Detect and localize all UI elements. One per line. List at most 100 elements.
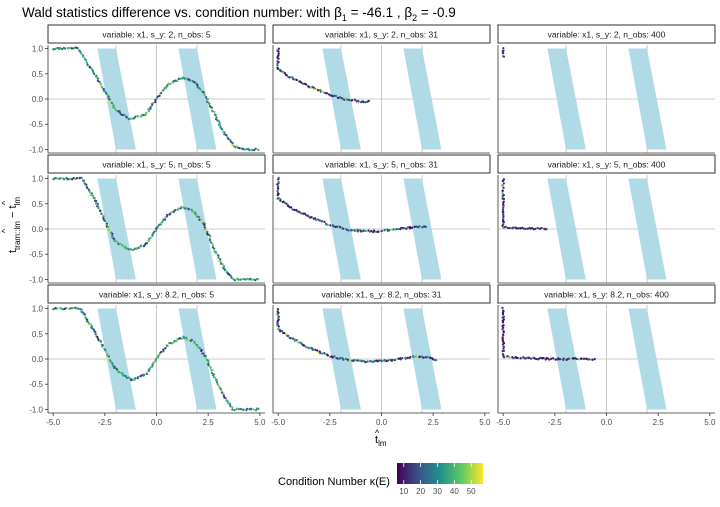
data-point (125, 376, 129, 380)
data-point (208, 102, 211, 106)
data-point (244, 278, 247, 281)
data-point (148, 367, 152, 371)
data-point (193, 81, 196, 84)
data-point (434, 359, 438, 362)
data-point (501, 224, 504, 227)
data-point (321, 220, 324, 223)
data-point (98, 80, 101, 84)
data-point (140, 374, 143, 377)
data-point (68, 307, 72, 310)
data-point (223, 133, 226, 136)
data-point (534, 227, 537, 231)
data-point (130, 248, 133, 251)
data-point (276, 64, 279, 67)
data-point (90, 68, 94, 71)
y-tick-label: 0.5 (32, 70, 44, 79)
data-point (80, 52, 83, 56)
data-point (286, 204, 290, 207)
data-point (207, 101, 210, 104)
data-point (250, 278, 253, 281)
data-point (422, 356, 425, 359)
data-point (161, 220, 164, 223)
data-point (366, 360, 369, 363)
data-point (501, 313, 505, 316)
data-point (123, 113, 126, 117)
data-point (353, 98, 357, 101)
data-point (75, 307, 78, 310)
facet-strip (47, 24, 266, 44)
data-point (386, 359, 390, 362)
data-point (540, 226, 543, 230)
facet-panel: variable: x1, s_y: 8.2, n_obs: 31 -5.0 -2.… (271, 284, 491, 427)
data-point (356, 230, 360, 233)
facet-panels: variable: x1, s_y: 2, n_obs: 5 1.0 0.5 0.0 -… (29, 24, 716, 427)
y-tick-label: 0.5 (32, 200, 44, 209)
data-point (127, 376, 131, 379)
data-point (231, 141, 234, 145)
data-point (90, 193, 93, 197)
data-point (220, 128, 224, 131)
data-point (80, 308, 83, 311)
y-tick-label: -0.5 (29, 380, 43, 389)
data-point (55, 47, 58, 50)
data-point (502, 216, 505, 219)
data-point (399, 226, 403, 230)
data-point (237, 407, 241, 411)
data-point (277, 52, 280, 55)
data-point (115, 109, 118, 112)
y-tick-label: -1.0 (29, 145, 43, 154)
data-point (593, 358, 596, 361)
data-point (217, 119, 220, 122)
data-point (336, 357, 339, 360)
data-point (501, 50, 504, 53)
data-point (136, 115, 140, 118)
data-point (250, 407, 253, 410)
data-point (245, 407, 249, 411)
data-point (139, 115, 143, 118)
data-point (502, 353, 505, 356)
data-point (149, 106, 152, 109)
x-tick-label: 5.0 (704, 418, 716, 427)
data-point (501, 316, 504, 319)
data-point (185, 338, 189, 341)
data-point (154, 98, 157, 102)
data-point (233, 409, 236, 412)
data-point (364, 360, 367, 364)
data-point (166, 344, 169, 347)
data-point (203, 93, 206, 97)
data-point (344, 357, 348, 361)
data-point (142, 113, 145, 117)
data-point (588, 358, 591, 361)
data-point (131, 378, 134, 381)
data-point (243, 148, 246, 151)
data-point (290, 206, 293, 209)
data-point (72, 176, 75, 180)
data-point (251, 148, 254, 152)
data-point (100, 86, 104, 89)
data-point (580, 357, 583, 361)
data-point (276, 67, 280, 71)
data-point (303, 344, 306, 347)
data-point (534, 357, 538, 361)
data-point (391, 228, 394, 231)
shaded-wedge (403, 308, 442, 410)
data-point (381, 359, 384, 363)
shaded-wedge (628, 48, 667, 150)
facet-panel: variable: x1, s_y: 2, n_obs: 31 (272, 24, 491, 154)
data-point (180, 206, 183, 209)
data-point (501, 321, 505, 324)
data-point (285, 74, 288, 77)
data-point (102, 88, 105, 91)
data-point (86, 186, 89, 190)
data-point (133, 247, 137, 250)
data-point (504, 225, 507, 228)
shaded-wedge (178, 48, 217, 150)
data-point (254, 147, 257, 150)
data-point (421, 226, 424, 229)
data-point (253, 148, 256, 152)
data-point (502, 204, 505, 207)
x-tick-label: 0.0 (601, 418, 613, 427)
data-point (279, 330, 282, 333)
legend-tick-label: 10 (399, 487, 408, 496)
data-point (109, 99, 113, 103)
